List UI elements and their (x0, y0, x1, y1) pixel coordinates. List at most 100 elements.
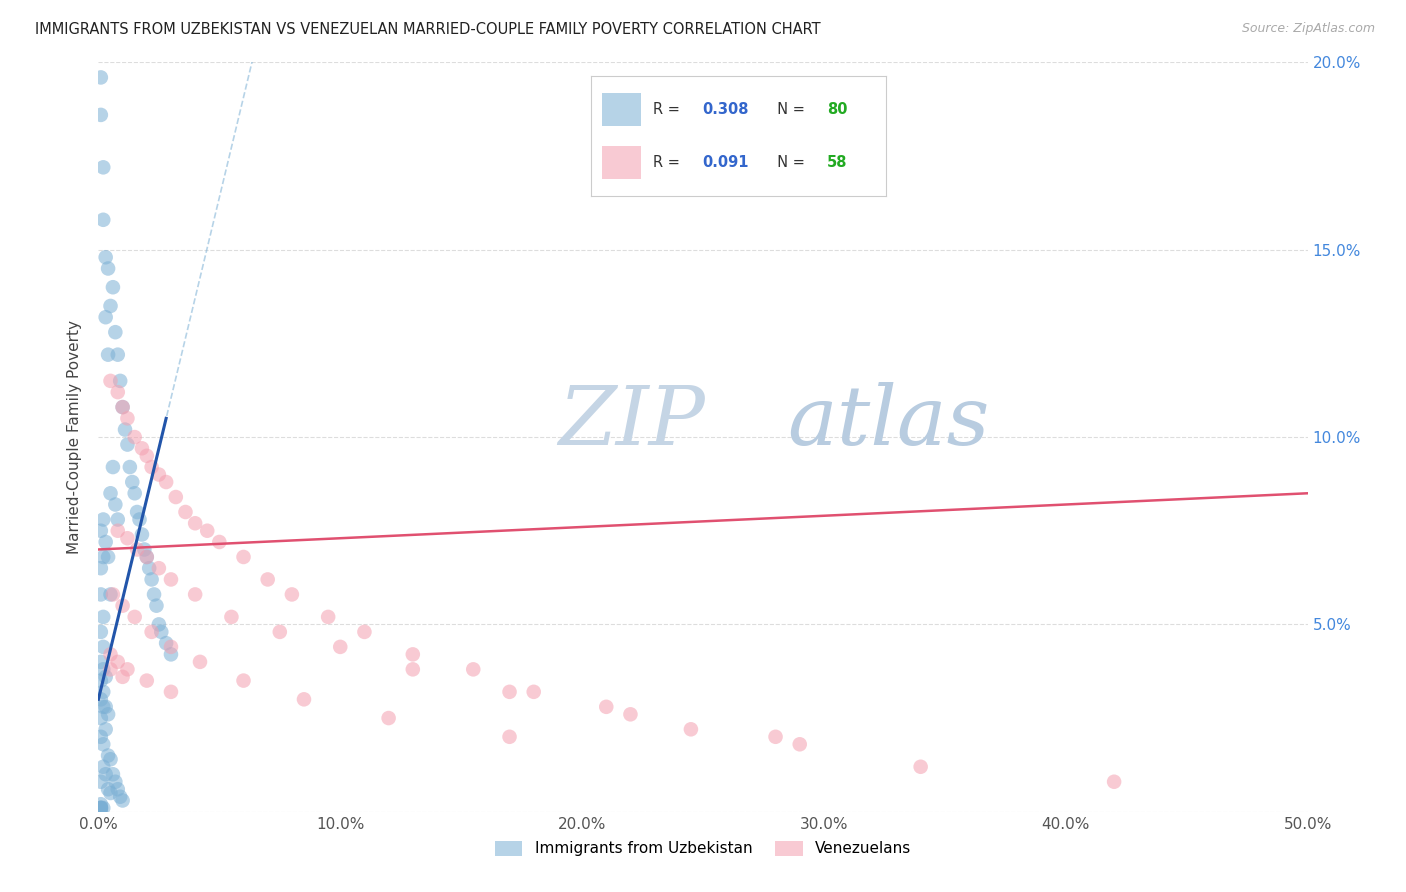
Point (90, 692, 112, 706)
Point (91, 512, 114, 526)
Point (232, 549, 254, 564)
Point (97, 707, 120, 722)
Point (107, 655, 129, 669)
Point (160, 640, 183, 654)
Point (90, 655, 112, 669)
Point (111, 670, 134, 684)
Point (165, 490, 187, 504)
Point (121, 475, 143, 489)
Point (128, 512, 150, 526)
Point (91, 549, 114, 564)
Point (90, 587, 112, 601)
Point (138, 561, 160, 575)
Point (97, 549, 120, 564)
Point (155, 636, 177, 650)
Point (101, 460, 124, 475)
Point (463, 662, 485, 676)
Text: atlas: atlas (787, 382, 990, 462)
Point (145, 599, 167, 613)
Point (292, 692, 315, 706)
Point (90, 624, 112, 639)
Point (97, 261, 120, 276)
Point (90, 673, 112, 688)
Point (104, 498, 127, 512)
Point (523, 685, 546, 699)
Point (90, 801, 112, 815)
Point (148, 561, 170, 575)
Point (114, 423, 136, 437)
Point (141, 460, 163, 475)
Point (100, 299, 122, 313)
Point (269, 624, 291, 639)
Point (316, 610, 339, 624)
Point (107, 385, 129, 400)
Point (94, 310, 117, 325)
Text: 0.091: 0.091 (703, 155, 749, 170)
Point (141, 624, 163, 639)
Point (94, 535, 117, 549)
Point (134, 542, 156, 557)
Point (281, 587, 304, 601)
Point (111, 599, 134, 613)
Point (100, 587, 122, 601)
Point (124, 486, 146, 500)
Point (107, 782, 129, 797)
Point (353, 624, 375, 639)
Point (402, 662, 425, 676)
Point (91, 161, 114, 175)
Point (111, 400, 134, 414)
Text: R =: R = (652, 155, 685, 170)
Point (232, 673, 254, 688)
Point (90, 801, 112, 815)
Point (208, 535, 231, 549)
Point (117, 662, 139, 676)
Text: 0.308: 0.308 (703, 102, 749, 117)
Point (94, 670, 117, 684)
Point (402, 648, 425, 662)
Point (100, 752, 122, 766)
Point (174, 505, 197, 519)
Point (155, 475, 177, 489)
Point (91, 699, 114, 714)
Point (1102, 774, 1125, 789)
Point (679, 723, 702, 737)
Point (97, 748, 120, 763)
Point (97, 348, 120, 362)
Text: ZIP: ZIP (558, 382, 704, 462)
Point (100, 786, 122, 800)
Point (127, 542, 149, 557)
Point (91, 801, 114, 815)
FancyBboxPatch shape (602, 93, 641, 127)
Point (90, 70, 112, 85)
Point (108, 789, 131, 804)
Point (90, 108, 112, 122)
Point (117, 531, 139, 545)
Point (91, 640, 114, 654)
Point (188, 655, 211, 669)
Point (160, 685, 183, 699)
Point (195, 524, 218, 538)
Point (90, 801, 112, 815)
Point (377, 711, 399, 725)
Point (135, 673, 157, 688)
Point (131, 527, 153, 541)
Point (97, 782, 120, 797)
Point (160, 648, 183, 662)
Point (135, 549, 157, 564)
Point (124, 610, 146, 624)
Point (94, 699, 117, 714)
Point (104, 774, 127, 789)
Point (595, 699, 617, 714)
FancyBboxPatch shape (602, 145, 641, 179)
Point (135, 449, 157, 463)
Point (100, 648, 122, 662)
Point (90, 774, 112, 789)
Point (160, 573, 183, 587)
Point (90, 730, 112, 744)
Point (91, 760, 114, 774)
Point (789, 737, 811, 751)
Point (135, 549, 157, 564)
Point (498, 685, 520, 699)
Point (184, 516, 207, 531)
Point (108, 374, 131, 388)
